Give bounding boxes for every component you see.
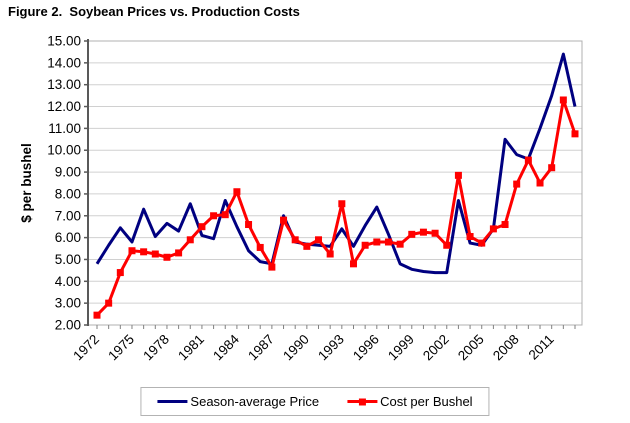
cost-marker — [163, 253, 171, 261]
x-tick-label: 2005 — [455, 332, 487, 364]
price-cost-chart: 15.00 14.00 13.00 12.00 11.00 10.00 9.00 8.00 7.… — [19, 34, 583, 364]
cost-marker — [338, 200, 346, 208]
x-tick-label: 2008 — [490, 332, 522, 364]
cost-marker — [466, 233, 474, 241]
cost-marker — [105, 299, 113, 307]
y-tick-label: 3.00 — [55, 296, 81, 311]
cost-marker — [198, 223, 206, 231]
cost-marker — [571, 130, 579, 138]
y-tick-label: 2.00 — [55, 318, 81, 333]
x-tick-label: 1990 — [280, 332, 312, 364]
x-tick-label: 2011 — [526, 332, 557, 363]
y-tick-label: 9.00 — [55, 165, 81, 180]
y-tick-label: 4.00 — [55, 274, 81, 289]
cost-marker — [361, 241, 369, 249]
y-axis-title: $ per bushel — [19, 143, 34, 223]
cost-marker-swatch — [358, 398, 366, 405]
y-tick-label: 6.00 — [55, 230, 81, 245]
cost-marker — [151, 250, 159, 258]
cost-marker — [384, 238, 392, 246]
y-tick-label: 13.00 — [47, 77, 81, 92]
cost-marker — [315, 236, 323, 244]
cost-marker — [186, 236, 194, 244]
cost-marker — [349, 260, 357, 268]
y-tick-label: 5.00 — [55, 252, 81, 267]
cost-marker — [536, 179, 544, 187]
plot-area — [88, 41, 582, 325]
legend-label-price: Season-average Price — [190, 394, 320, 409]
x-tick-label: 1975 — [105, 332, 137, 364]
cost-marker — [93, 311, 101, 319]
cost-marker — [373, 238, 381, 246]
cost-marker — [256, 243, 264, 251]
figure-title: Figure 2. Soybean Prices vs. Production … — [8, 4, 300, 19]
x-tick-label: 1987 — [245, 332, 277, 364]
y-tick-label: 11.00 — [48, 121, 81, 136]
x-tick-label: 1981 — [175, 332, 207, 364]
cost-marker — [443, 241, 451, 249]
cost-marker — [513, 180, 521, 188]
x-tick-label: 2002 — [420, 332, 452, 364]
cost-marker — [501, 221, 509, 229]
cost-marker — [431, 229, 439, 237]
y-tick-label: 12.00 — [47, 99, 81, 114]
x-tick-label: 1999 — [385, 332, 417, 364]
cost-marker — [454, 171, 462, 179]
cost-marker — [524, 156, 532, 164]
y-tick-label: 15.00 — [47, 34, 81, 49]
cost-line-swatch — [347, 398, 378, 405]
cost-marker — [280, 216, 288, 224]
x-tick-label: 1978 — [140, 332, 172, 364]
y-tick-label: 7.00 — [55, 208, 81, 223]
cost-marker — [396, 240, 404, 248]
cost-marker — [221, 211, 229, 219]
price-line-swatch — [157, 400, 188, 403]
price-line — [95, 52, 577, 275]
legend-label-cost: Cost per Bushel — [380, 394, 473, 409]
x-tick-label: 1993 — [315, 332, 347, 364]
cost-marker — [478, 239, 486, 247]
cost-marker — [303, 242, 311, 250]
cost-marker — [268, 263, 276, 271]
legend-item-price: Season-average Price — [157, 394, 319, 409]
x-tick-label: 1984 — [210, 331, 242, 363]
x-tick-label: 1996 — [350, 332, 382, 364]
legend-item-cost: Cost per Bushel — [347, 394, 473, 409]
cost-marker — [175, 249, 183, 257]
cost-marker — [128, 247, 136, 255]
cost-marker — [548, 164, 556, 172]
cost-marker — [116, 269, 124, 277]
cost-marker — [408, 230, 416, 238]
cost-marker — [419, 228, 427, 236]
y-tick-label: 10.00 — [47, 143, 81, 158]
cost-marker — [245, 221, 253, 229]
y-tick-label: 8.00 — [55, 186, 81, 201]
cost-marker — [140, 248, 148, 256]
cost-marker — [233, 188, 241, 196]
cost-marker — [210, 212, 218, 220]
cost-marker — [326, 250, 334, 258]
y-tick-label: 14.00 — [47, 55, 81, 70]
cost-marker — [559, 96, 567, 104]
legend: Season-average Price Cost per Bushel — [140, 387, 490, 416]
cost-marker — [489, 225, 497, 233]
x-tick-label: 1972 — [70, 332, 102, 364]
cost-marker — [291, 236, 299, 244]
